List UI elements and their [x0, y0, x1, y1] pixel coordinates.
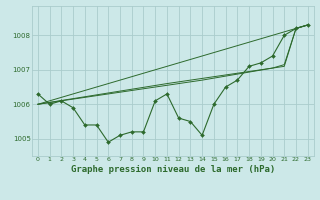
X-axis label: Graphe pression niveau de la mer (hPa): Graphe pression niveau de la mer (hPa)	[71, 165, 275, 174]
